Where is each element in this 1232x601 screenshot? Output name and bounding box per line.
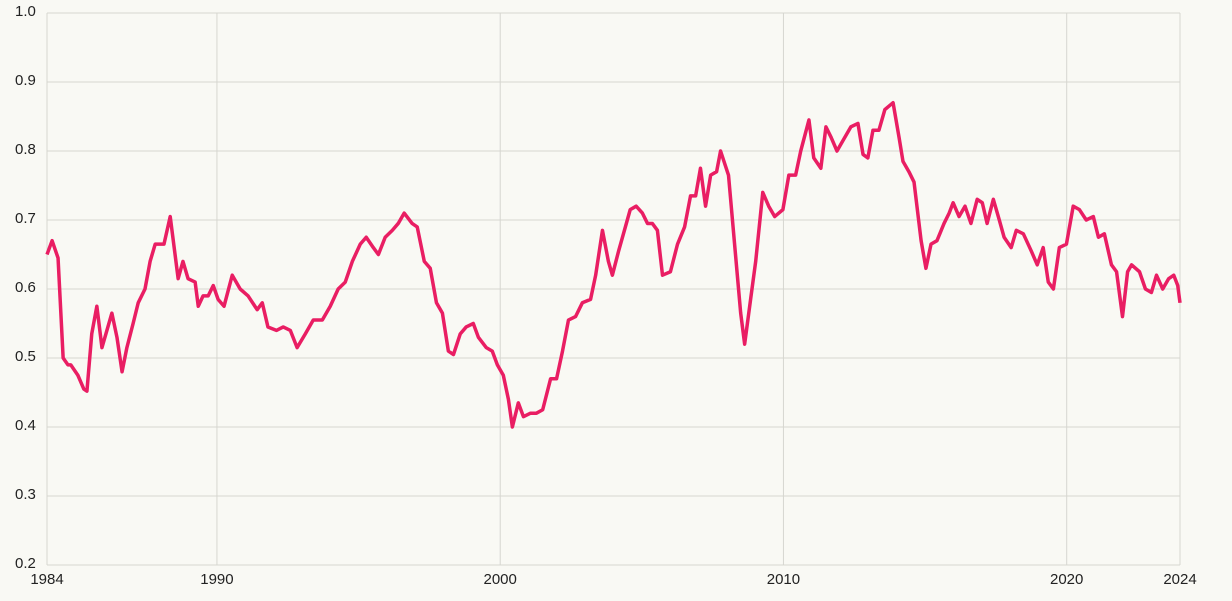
y-tick-label: 0.5 — [15, 348, 36, 365]
x-tick-label: 2000 — [484, 571, 517, 588]
y-tick-label: 0.2 — [15, 555, 36, 572]
y-tick-label: 1.0 — [15, 3, 36, 20]
x-tick-label: 2010 — [767, 571, 800, 588]
data-line — [45, 100, 1182, 429]
x-tick-label: 1990 — [200, 571, 233, 588]
y-tick-label: 0.7 — [15, 210, 36, 227]
y-tick-label: 0.8 — [15, 141, 36, 158]
y-tick-label: 0.6 — [15, 279, 36, 296]
x-tick-label: 2020 — [1050, 571, 1083, 588]
x-tick-label: 2024 — [1163, 571, 1196, 588]
y-tick-label: 0.9 — [15, 72, 36, 89]
y-tick-label: 0.3 — [15, 486, 36, 503]
x-tick-label: 1984 — [30, 571, 63, 588]
y-tick-label: 0.4 — [15, 417, 36, 434]
